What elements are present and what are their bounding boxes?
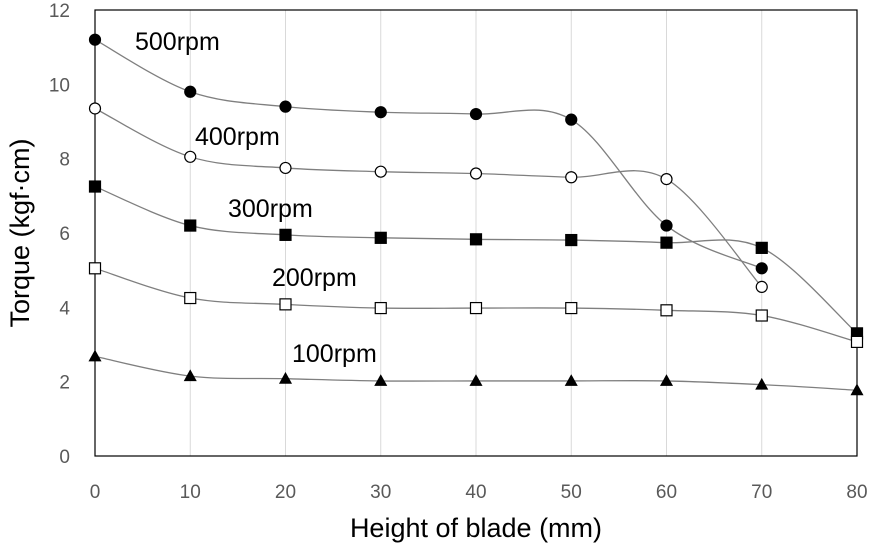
data-point-500rpm: [660, 219, 673, 232]
data-point-100rpm: [755, 377, 769, 390]
y-axis-title: Torque (kgf·cm): [5, 138, 35, 327]
data-point-500rpm: [755, 262, 768, 275]
data-point-300rpm: [565, 233, 578, 247]
data-point-300rpm: [755, 241, 768, 254]
y-tick-label: 6: [59, 224, 70, 245]
data-point-100rpm: [469, 374, 483, 386]
data-point-200rpm: [660, 304, 673, 317]
data-point-500rpm: [469, 107, 483, 121]
data-point-500rpm: [88, 33, 102, 46]
series-label-100rpm: 100rpm: [292, 340, 377, 368]
data-point-200rpm: [374, 301, 387, 315]
x-tick-label: 30: [370, 482, 391, 503]
data-point-400rpm: [374, 165, 387, 178]
data-point-300rpm: [374, 231, 387, 244]
series-label-200rpm: 200rpm: [272, 264, 357, 292]
data-point-400rpm: [469, 167, 483, 180]
axis-tick-labels: 0 2 4 6 8 10 12 0 10 20 30 40 50 60 70 80: [49, 1, 868, 503]
y-tick-label: 0: [59, 447, 70, 468]
data-point-200rpm: [469, 301, 483, 315]
data-point-300rpm: [279, 228, 292, 241]
series-labels: 500rpm 400rpm 300rpm 200rpm 100rpm: [135, 28, 377, 368]
x-tick-label: 80: [846, 482, 867, 503]
data-point-100rpm: [850, 383, 864, 396]
data-point-200rpm: [88, 262, 102, 275]
y-tick-label: 4: [59, 298, 70, 319]
data-point-200rpm: [850, 335, 864, 348]
data-point-400rpm: [184, 150, 197, 163]
data-point-500rpm: [184, 85, 197, 98]
data-point-400rpm: [88, 102, 102, 115]
plot-area-frame: [94, 9, 858, 457]
y-tick-label: 8: [59, 150, 70, 171]
data-point-200rpm: [565, 301, 578, 315]
data-point-400rpm: [755, 280, 768, 293]
data-point-200rpm: [184, 291, 197, 305]
data-point-100rpm: [374, 374, 388, 386]
x-axis-title: Height of blade (mm): [350, 513, 602, 543]
y-tick-label: 2: [59, 373, 70, 394]
x-tick-label: 20: [275, 482, 296, 503]
data-point-100rpm: [564, 374, 578, 386]
data-point-100rpm: [278, 371, 293, 384]
series-label-300rpm: 300rpm: [228, 195, 313, 223]
series-label-400rpm: 400rpm: [195, 123, 280, 151]
data-point-300rpm: [88, 180, 102, 193]
data-point-300rpm: [660, 236, 673, 249]
y-tick-label: 12: [49, 1, 70, 22]
x-tick-label: 40: [465, 482, 486, 503]
data-point-100rpm: [88, 349, 102, 362]
data-point-500rpm: [565, 113, 578, 126]
x-tick-label: 70: [751, 482, 772, 503]
x-tick-label: 0: [90, 482, 101, 503]
data-point-400rpm: [660, 173, 673, 186]
data-point-100rpm: [183, 369, 197, 382]
data-point-300rpm: [469, 233, 483, 246]
y-tick-label: 10: [49, 75, 70, 96]
x-tick-label: 50: [561, 482, 582, 503]
series-markers: [88, 33, 864, 396]
data-point-200rpm: [279, 298, 292, 311]
data-point-500rpm: [374, 106, 387, 119]
data-point-100rpm: [659, 374, 674, 386]
data-point-200rpm: [755, 309, 768, 322]
x-tick-label: 60: [656, 482, 677, 503]
x-tick-label: 10: [180, 482, 201, 503]
data-point-500rpm: [279, 100, 292, 113]
series-line-500rpm: [94, 39, 763, 269]
data-point-400rpm: [565, 171, 578, 184]
series-label-500rpm: 500rpm: [135, 28, 220, 56]
data-point-300rpm: [184, 219, 197, 232]
data-point-400rpm: [279, 161, 292, 175]
